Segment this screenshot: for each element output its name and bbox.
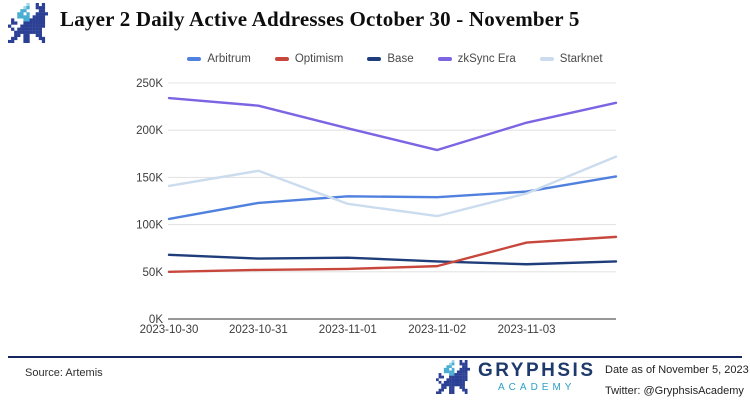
chart-legend: Arbitrum Optimism Base zkSync Era Starknet <box>45 53 745 65</box>
series-line-arbitrum <box>167 175 618 221</box>
gryphsis-gryphon-icon <box>8 3 48 43</box>
brand-name: GRYPHSIS <box>478 360 596 381</box>
legend-label: Optimism <box>294 53 344 65</box>
series-line-optimism <box>167 235 618 273</box>
y-tick-label: 200K <box>136 125 163 137</box>
twitter-label: Twitter: @GryphsisAcademy <box>605 385 744 397</box>
footer-meta: Date as of November 5, 2023 Twitter: @Gr… <box>605 364 749 397</box>
brand-text: GRYPHSIS ACADEMY <box>478 360 596 394</box>
footer-brand: GRYPHSIS ACADEMY <box>436 360 596 394</box>
legend-label: Base <box>387 53 414 65</box>
legend-swatch-icon <box>539 57 554 61</box>
series-line-zksync-era <box>167 96 618 152</box>
legend-swatch-icon <box>437 57 452 61</box>
series-line-base <box>167 253 618 266</box>
legend-label: zkSync Era <box>457 53 516 65</box>
legend-swatch-icon <box>367 57 382 61</box>
legend-swatch-icon <box>274 57 289 61</box>
date-label: Date as of November 5, 2023 <box>605 364 749 376</box>
legend-item-starknet: Starknet <box>539 53 603 65</box>
legend-label: Starknet <box>559 53 603 65</box>
y-tick-label: 250K <box>136 78 163 90</box>
brand-subtitle: ACADEMY <box>498 382 576 393</box>
x-tick-label: 2023-10-30 <box>140 324 199 336</box>
x-tick-label: 2023-11-03 <box>498 324 556 336</box>
y-tick-label: 100K <box>136 220 163 232</box>
legend-swatch-icon <box>187 57 202 61</box>
legend-item-arbitrum: Arbitrum <box>187 53 251 65</box>
series-line-starknet <box>167 155 618 218</box>
gryphsis-gryphon-icon <box>436 360 470 394</box>
footer-divider <box>8 356 742 358</box>
y-tick-label: 50K <box>143 267 164 279</box>
x-tick-label: 2023-11-02 <box>408 324 466 336</box>
y-tick-label: 0K <box>149 314 163 326</box>
line-chart: 0K 50K 100K 150K 200K 250K 2023-10-30 2023-10-3… <box>136 78 618 336</box>
x-tick-label: 2023-11-01 <box>319 324 377 336</box>
y-tick-label: 150K <box>136 172 163 184</box>
page-title: Layer 2 Daily Active Addresses October 3… <box>60 7 580 31</box>
legend-item-optimism: Optimism <box>274 53 344 65</box>
legend-item-zksync-era: zkSync Era <box>437 53 516 65</box>
legend-item-base: Base <box>367 53 414 65</box>
source-label: Source: Artemis <box>25 367 103 379</box>
x-tick-label: 2023-10-31 <box>229 324 288 336</box>
legend-label: Arbitrum <box>207 53 251 65</box>
